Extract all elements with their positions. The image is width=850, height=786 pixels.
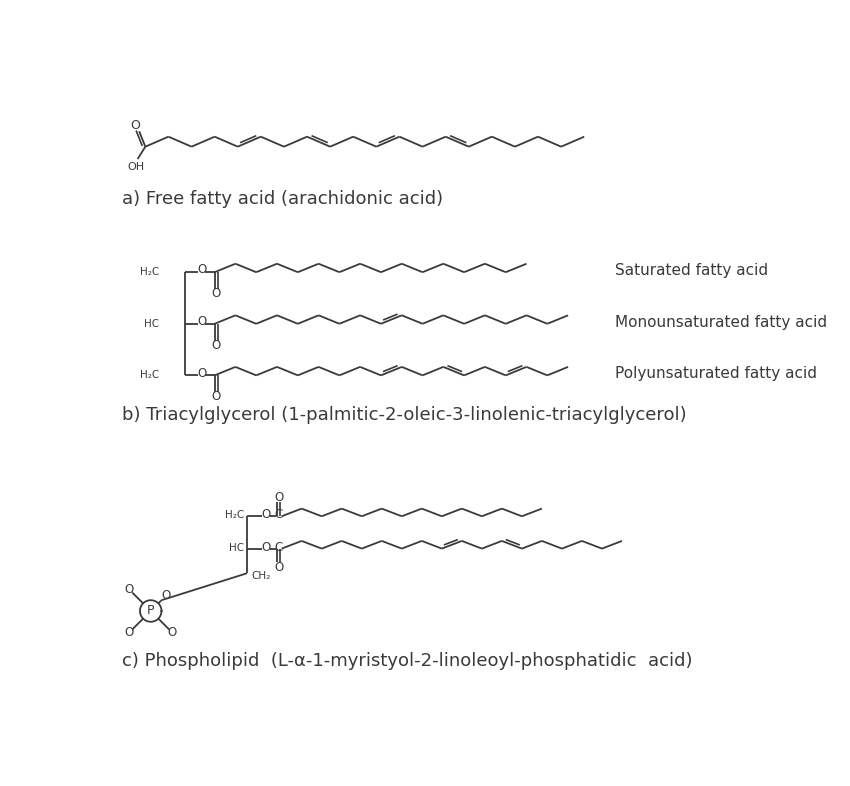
Text: O: O: [197, 315, 207, 328]
Text: H₂C: H₂C: [140, 370, 159, 380]
Text: CH₂: CH₂: [252, 571, 271, 581]
Text: O: O: [274, 491, 283, 505]
Text: C: C: [275, 541, 283, 553]
Text: OH: OH: [128, 162, 144, 171]
Text: Saturated fatty acid: Saturated fatty acid: [615, 263, 768, 278]
Text: O: O: [274, 561, 283, 575]
Text: O: O: [262, 509, 271, 521]
Text: O: O: [125, 626, 133, 639]
Text: a) Free fatty acid (arachidonic acid): a) Free fatty acid (arachidonic acid): [122, 190, 444, 208]
Text: O: O: [162, 589, 171, 602]
Text: HC: HC: [144, 319, 159, 329]
Text: C: C: [275, 509, 283, 521]
Text: O: O: [212, 339, 221, 352]
Text: O: O: [212, 391, 221, 403]
Text: O: O: [125, 583, 133, 596]
Text: O: O: [197, 366, 207, 380]
Text: Monounsaturated fatty acid: Monounsaturated fatty acid: [615, 314, 827, 330]
Text: O: O: [197, 263, 207, 277]
Text: Polyunsaturated fatty acid: Polyunsaturated fatty acid: [615, 366, 817, 381]
Text: H₂C: H₂C: [224, 510, 244, 520]
Text: c) Phospholipid  (L-α-1-myristyol-2-linoleoyl-phosphatidic  acid): c) Phospholipid (L-α-1-myristyol-2-linol…: [122, 652, 693, 670]
Text: H₂C: H₂C: [140, 267, 159, 277]
Text: O: O: [167, 626, 177, 639]
Text: O: O: [212, 287, 221, 300]
Text: O: O: [262, 541, 271, 553]
Text: O: O: [130, 119, 140, 132]
Text: HC: HC: [229, 543, 244, 553]
Text: b) Triacylglycerol (1-palmitic-2-oleic-3-linolenic-triacylglycerol): b) Triacylglycerol (1-palmitic-2-oleic-3…: [122, 406, 687, 424]
Text: P: P: [147, 604, 155, 618]
